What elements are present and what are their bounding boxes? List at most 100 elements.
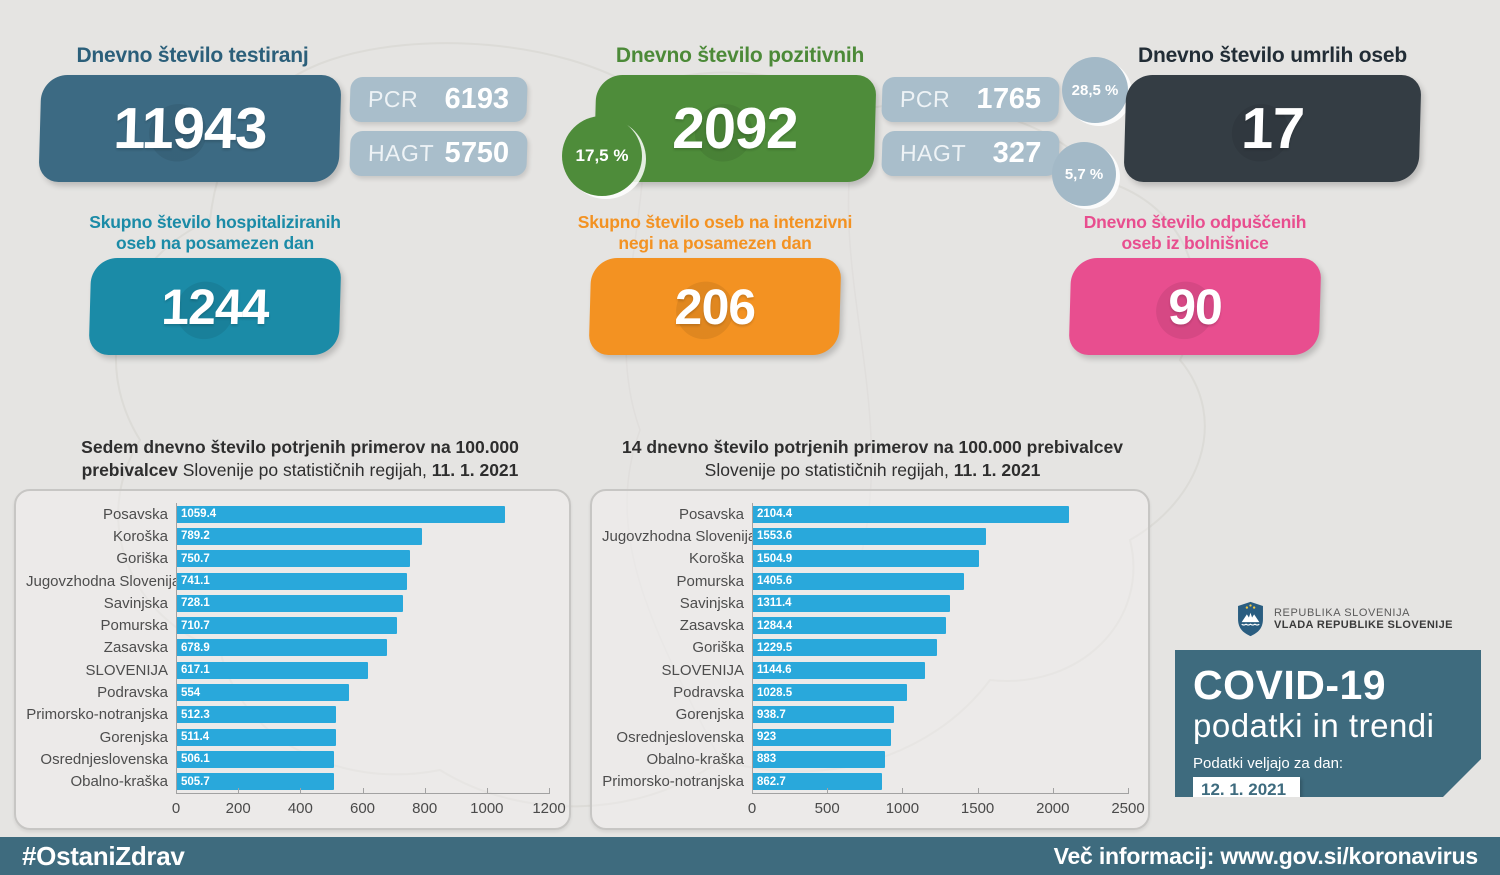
chart-14day-rows: Posavska 2104.4 Jugovzhodna Slovenija 1553.… [602, 503, 1128, 793]
category-label: Jugovzhodna Slovenija [26, 572, 181, 590]
icu-card: 206 [588, 258, 842, 355]
pcr-label: PCR [367, 86, 419, 112]
bar: 862.7 [753, 773, 883, 791]
bar-value-label: 1311.4 [757, 597, 792, 610]
pcr-label: PCR [899, 86, 951, 112]
chart-7day-title: Sedem dnevno število potrjenih primerov … [45, 436, 555, 482]
bar: 1059.4 [177, 505, 506, 523]
icu-value: 206 [673, 278, 757, 335]
x-tick-mark [549, 787, 550, 794]
bar: 1229.5 [753, 639, 938, 657]
chart-row: Posavska 1059.4 [26, 503, 549, 526]
bar-value-label: 506.1 [181, 753, 210, 766]
icu-title-line1: Skupno število oseb na intenzivni [577, 212, 853, 232]
testing-hagt-pill: HAGT 5750 [349, 131, 528, 176]
x-tick-label: 500 [814, 799, 840, 817]
chart-14day-title-date: 11. 1. 2021 [953, 459, 1041, 480]
category-label: SLOVENIJA [85, 661, 168, 679]
x-tick-label: 400 [287, 799, 313, 817]
bar-value-label: 789.2 [181, 530, 210, 543]
bar: 554 [177, 684, 349, 702]
category-label: Savinjska [103, 594, 168, 612]
pcr-value: 6193 [443, 83, 510, 115]
chart-7day-axis: 0 200 400 600 800 1000 1200 [26, 787, 566, 823]
chart-row: Gorenjska 938.7 [602, 703, 1128, 726]
chart-14day-axis: 0 500 1000 1500 2000 2500 [602, 787, 1145, 823]
info-url[interactable]: Več informacij: www.gov.si/koronavirus [1053, 842, 1479, 869]
covid-title: COVID-19 [1193, 662, 1387, 708]
bar: 505.7 [177, 773, 334, 791]
category-label: Zasavska [679, 617, 744, 635]
bar-value-label: 1553.6 [757, 530, 793, 543]
bar-value-label: 617.1 [181, 664, 210, 677]
positive-hagt-pill: HAGT 327 [881, 131, 1060, 176]
chart-14day-panel: Posavska 2104.4 Jugovzhodna Slovenija 1553.… [590, 489, 1150, 830]
bar-value-label: 883 [757, 753, 777, 766]
bar: 1144.6 [753, 661, 925, 679]
category-label: Jugovzhodna Slovenija [602, 527, 757, 545]
discharged-title-line1: Dnevno število odpuščenih [1083, 212, 1307, 232]
hagt-label: HAGT [367, 140, 435, 166]
pcr-positivity-rate: 28,5 % [1071, 81, 1119, 99]
bar-value-label: 511.4 [181, 731, 210, 744]
bar-value-label: 1229.5 [757, 641, 793, 654]
chart-row: Primorsko-notranjska 512.3 [26, 703, 549, 726]
chart-row: Obalno-kraška 505.7 [26, 770, 549, 793]
deaths-title: Dnevno število umrlih oseb [1137, 44, 1408, 67]
testing-title: Dnevno število testiranj [76, 44, 309, 67]
covid-info-box: COVID-19 podatki in trendi Podatki velja… [1175, 650, 1481, 797]
x-tick-mark [486, 787, 488, 794]
chart-row: Zasavska 678.9 [26, 636, 549, 660]
bar-value-label: 862.7 [757, 775, 786, 788]
category-label: Podravska [673, 684, 744, 702]
bar-value-label: 728.1 [181, 597, 210, 610]
bar: 1405.6 [753, 572, 964, 590]
x-tick-label: 0 [171, 799, 181, 817]
hagt-positivity-rate: 5,7 % [1064, 165, 1104, 183]
bar-value-label: 512.3 [181, 708, 210, 721]
category-label: Primorsko-notranjska [602, 773, 744, 791]
x-tick-label: 1000 [885, 799, 920, 817]
chart-row: Goriška 750.7 [26, 547, 549, 570]
bar: 741.1 [177, 572, 407, 590]
x-tick-mark [977, 787, 979, 794]
hospitalized-title: Skupno število hospitaliziranih oseb na … [65, 212, 365, 254]
bar: 1553.6 [753, 527, 987, 545]
category-label: Goriška [692, 639, 744, 657]
discharged-title: Dnevno število odpuščenih oseb iz bolniš… [1045, 212, 1345, 254]
positive-pcr-pill: PCR 1765 [881, 77, 1060, 122]
chart-row: Obalno-kraška 883 [602, 748, 1128, 771]
gov-line2: VLADA REPUBLIKE SLOVENIJE [1274, 619, 1453, 631]
bar: 512.3 [177, 706, 336, 724]
bar: 1311.4 [753, 594, 950, 612]
positivity-rate-circle: 17,5 % [562, 116, 642, 196]
bar-value-label: 1059.4 [181, 508, 217, 521]
chart-row: SLOVENIJA 1144.6 [602, 659, 1128, 682]
icu-title: Skupno število oseb na intenzivni negi n… [560, 212, 870, 254]
bar-value-label: 741.1 [181, 575, 210, 588]
category-label: Savinjska [679, 594, 744, 612]
chart-row: Osrednjeslovenska 506.1 [26, 748, 549, 771]
hospitalized-title-line2: oseb na posamezen dan [115, 233, 315, 253]
chart-14day-title-bold: 14 dnevno število potrjenih primerov na … [622, 437, 1123, 457]
pcr-value: 1765 [975, 83, 1042, 115]
bar-value-label: 678.9 [181, 641, 210, 654]
chart-row: Podravska 554 [26, 681, 549, 704]
bar: 938.7 [753, 706, 894, 724]
hagt-label: HAGT [899, 140, 967, 166]
bar: 923 [753, 728, 892, 746]
testing-pcr-pill: PCR 6193 [349, 77, 528, 122]
bar-value-label: 1144.6 [757, 664, 792, 677]
bar-value-label: 1405.6 [757, 575, 793, 588]
bar: 678.9 [177, 639, 388, 657]
positive-value: 2092 [671, 96, 799, 161]
positivity-rate: 17,5 % [575, 146, 629, 165]
chart-row: Koroška 789.2 [26, 525, 549, 548]
bar-value-label: 554 [181, 686, 201, 699]
discharged-card: 90 [1068, 258, 1322, 355]
category-label: Koroška [688, 550, 744, 568]
category-label: Gorenjska [675, 706, 744, 724]
hashtag-ostanizdrav: #OstaniZdrav [22, 840, 185, 871]
chart-7day-title-bold: Sedem dnevno število potrjenih primerov … [81, 437, 519, 480]
